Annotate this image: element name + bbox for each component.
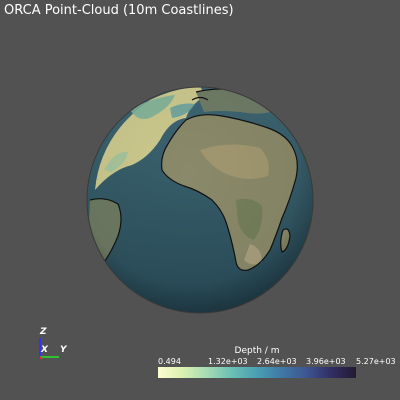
scalar-bar-tick: 2.64e+03 xyxy=(257,357,297,366)
scalar-bar-tick: 3.96e+03 xyxy=(306,357,346,366)
scalar-bar-tick: 0.494 xyxy=(158,357,181,366)
y-axis-label: Y xyxy=(60,345,67,355)
scalar-bar-tick: 5.27e+03 xyxy=(356,357,396,366)
x-axis-label: X xyxy=(41,345,48,355)
view-title: ORCA Point-Cloud (10m Coastlines) xyxy=(4,3,234,18)
orientation-axes: Z X Y xyxy=(30,326,74,366)
globe-rim xyxy=(86,86,314,314)
z-axis-label: Z xyxy=(40,327,47,337)
scalar-bar-title: Depth / m xyxy=(234,346,280,356)
scalar-bar-gradient xyxy=(158,367,356,378)
scalar-bar[interactable]: Depth / m 0.494 1.32e+03 2.64e+03 3.96e+… xyxy=(158,345,398,385)
x-axis-line xyxy=(39,356,43,360)
scalar-bar-tick: 1.32e+03 xyxy=(208,357,248,366)
